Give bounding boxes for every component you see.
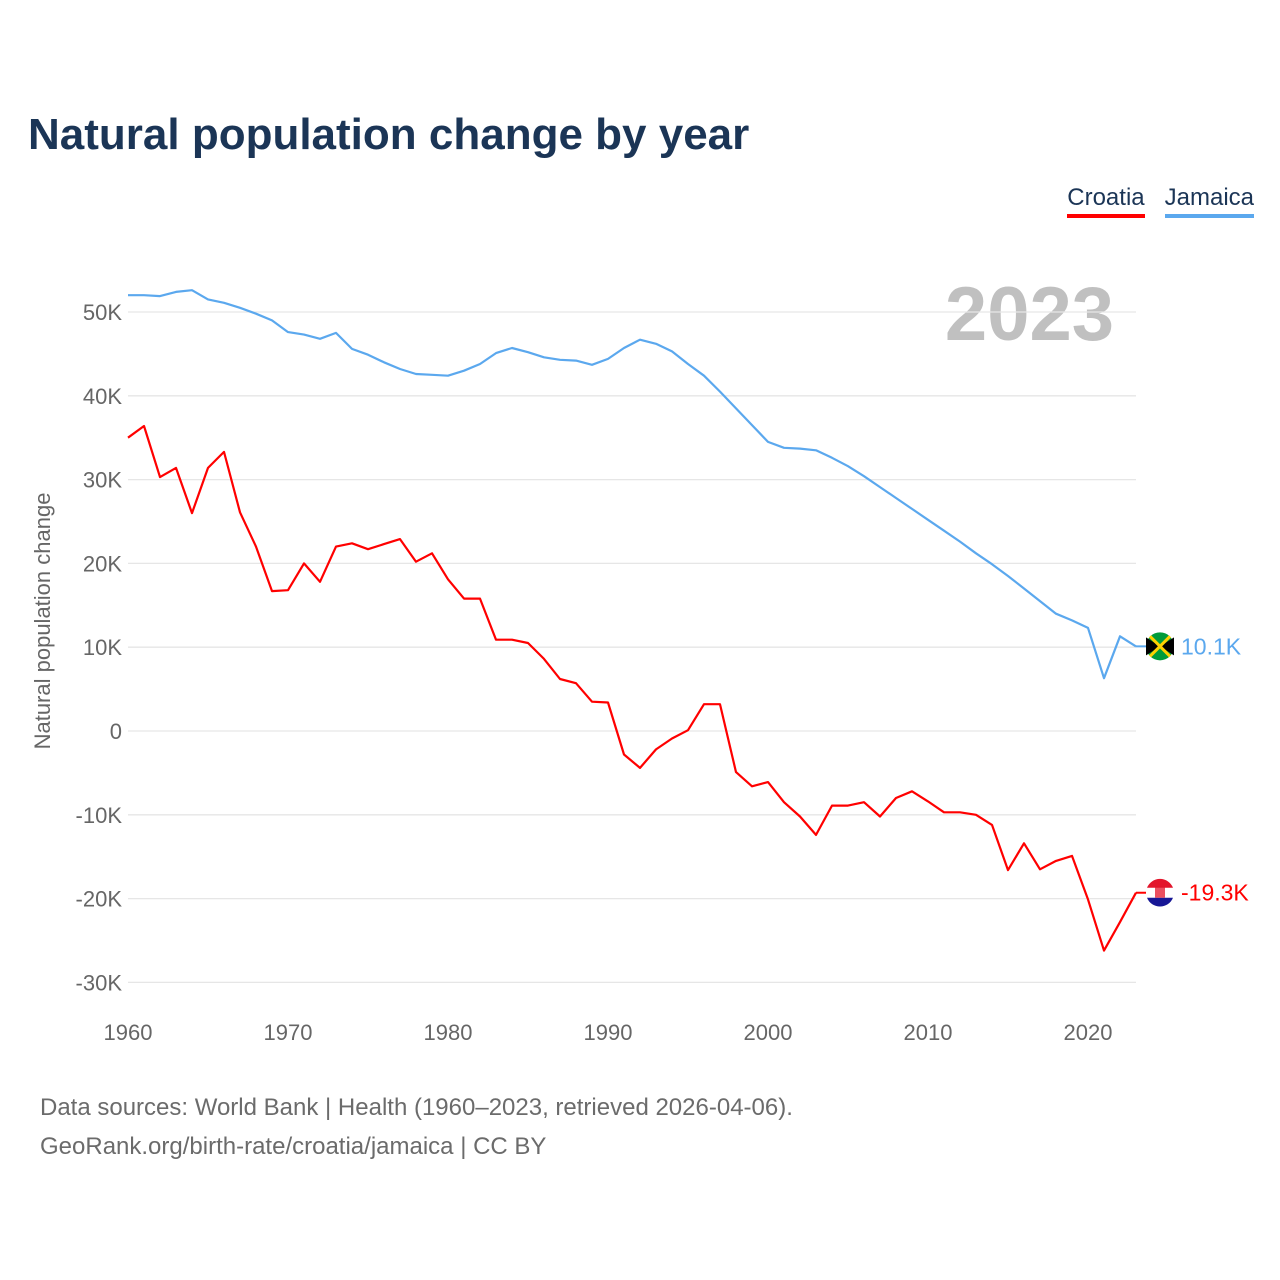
- croatia-flag-shield: [1155, 886, 1165, 898]
- y-tick-label: 40K: [83, 384, 122, 409]
- source-line-1: Data sources: World Bank | Health (1960–…: [40, 1094, 793, 1121]
- legend: Croatia Jamaica: [1067, 184, 1254, 218]
- y-tick-label: 10K: [83, 635, 122, 660]
- y-tick-label: 20K: [83, 551, 122, 576]
- jamaica-flag-triangle: [1146, 637, 1160, 656]
- source-note: Data sources: World Bank | Health (1960–…: [40, 1088, 793, 1166]
- end-value-label-jamaica: 10.1K: [1181, 633, 1242, 659]
- croatia-flag-red: [1147, 878, 1173, 888]
- x-tick-label: 2020: [1064, 1020, 1113, 1045]
- year-watermark: 2023: [945, 272, 1114, 357]
- y-axis-label: Natural population change: [30, 493, 55, 750]
- chart-title: Natural population change by year: [28, 110, 750, 159]
- x-tick-label: 2000: [744, 1020, 793, 1045]
- x-tick-label: 1970: [264, 1020, 313, 1045]
- series-line-jamaica: [128, 289, 1137, 680]
- x-tick-label: 1960: [104, 1020, 153, 1045]
- y-tick-label: 0: [110, 719, 122, 744]
- y-tick-label: -30K: [76, 970, 123, 995]
- croatia-flag-blue: [1147, 897, 1173, 907]
- jamaica-flag-saltire: [1148, 635, 1172, 658]
- source-line-2: GeoRank.org/birth-rate/croatia/jamaica |…: [40, 1133, 547, 1160]
- jamaica-flag-triangle: [1160, 637, 1174, 656]
- legend-jamaica[interactable]: Jamaica: [1164, 184, 1254, 218]
- x-tick-label: 1990: [584, 1020, 633, 1045]
- y-tick-label: 30K: [83, 468, 122, 493]
- y-tick-label: -20K: [76, 887, 123, 912]
- series-line-croatia: [127, 424, 1137, 952]
- x-tick-label: 2010: [904, 1020, 953, 1045]
- y-tick-label: 50K: [83, 300, 122, 325]
- end-value-label-croatia: -19.3K: [1181, 880, 1249, 906]
- x-tick-label: 1980: [424, 1020, 473, 1045]
- y-tick-label: -10K: [76, 803, 123, 828]
- legend-croatia[interactable]: Croatia: [1067, 184, 1145, 218]
